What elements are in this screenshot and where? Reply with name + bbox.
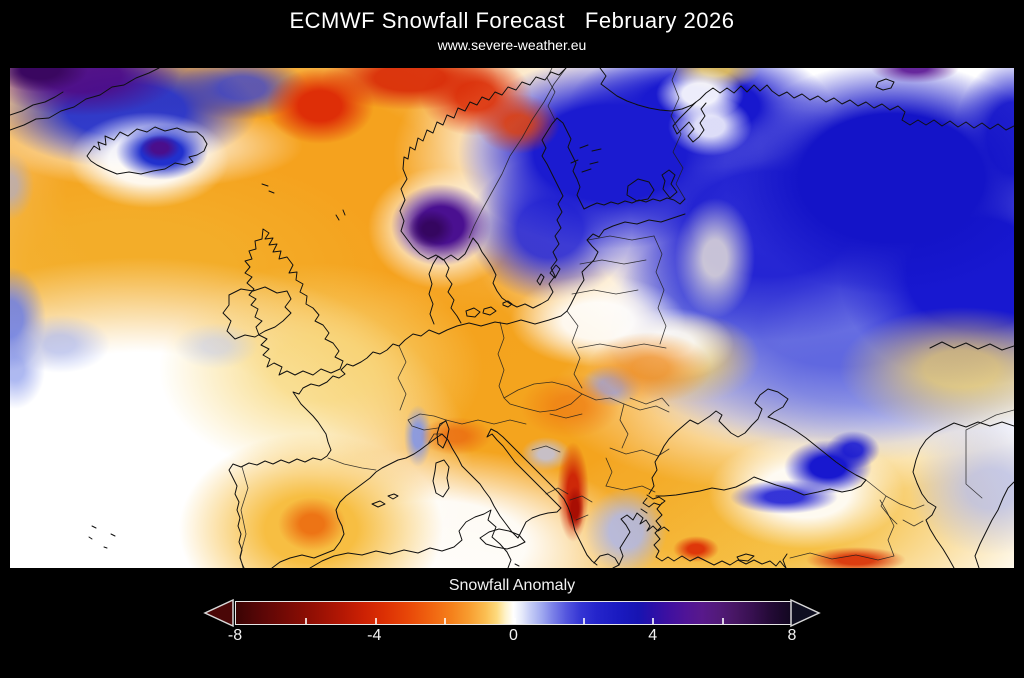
colorbar-tick-label: -4 [367, 627, 382, 644]
coastlines [10, 68, 1014, 568]
colorbar-minor-tick [444, 618, 447, 624]
colorbar-minor-tick [374, 618, 377, 624]
colorbar-right-arrow-icon [790, 598, 821, 628]
colorbar-tick-label: 0 [509, 627, 518, 644]
page-title: ECMWF Snowfall Forecast February 2026 [289, 8, 735, 33]
colorbar-minor-tick [652, 618, 655, 624]
colorbar-minor-tick [305, 618, 308, 624]
colorbar-tick-label: 4 [648, 627, 658, 644]
colorbar-title: Snowfall Anomaly [448, 577, 576, 594]
colorbar-minor-tick [513, 618, 516, 624]
colorbar-minor-tick [582, 618, 585, 624]
colorbar-tick-label: 8 [787, 627, 797, 644]
colorbar-gradient-bar [235, 601, 792, 625]
colorbar-tick-labels: -8 -4 0 4 8 [228, 627, 797, 647]
europe-coastlines-overlay [10, 68, 1014, 568]
country-borders [239, 68, 1014, 568]
colorbar-left-arrow-icon [203, 598, 234, 628]
page-subtitle: www.severe-weather.eu [437, 37, 587, 53]
colorbar-tick-label: -8 [227, 627, 243, 644]
forecast-map [10, 68, 1014, 568]
snowfall-anomaly-field [10, 68, 1014, 568]
colorbar-minor-tick [721, 618, 724, 624]
